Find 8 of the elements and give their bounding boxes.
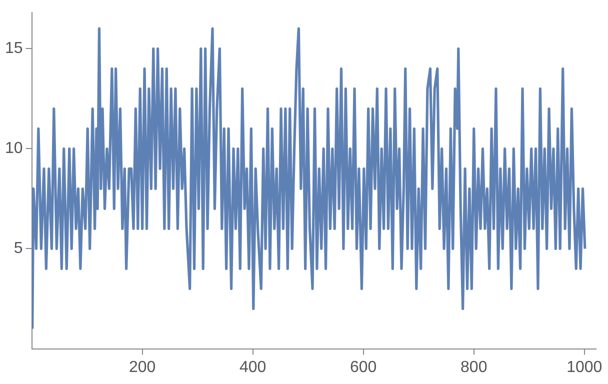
y-tick-label: 15 <box>5 40 23 58</box>
x-tick-label: 200 <box>128 358 156 376</box>
x-tick-label: 400 <box>239 358 266 376</box>
x-tick-label: 600 <box>350 358 377 376</box>
y-tick-label: 10 <box>5 140 23 158</box>
y-tick-label: 5 <box>14 240 23 258</box>
x-tick-label: 800 <box>460 358 488 376</box>
x-tick-label: 1000 <box>566 358 602 376</box>
